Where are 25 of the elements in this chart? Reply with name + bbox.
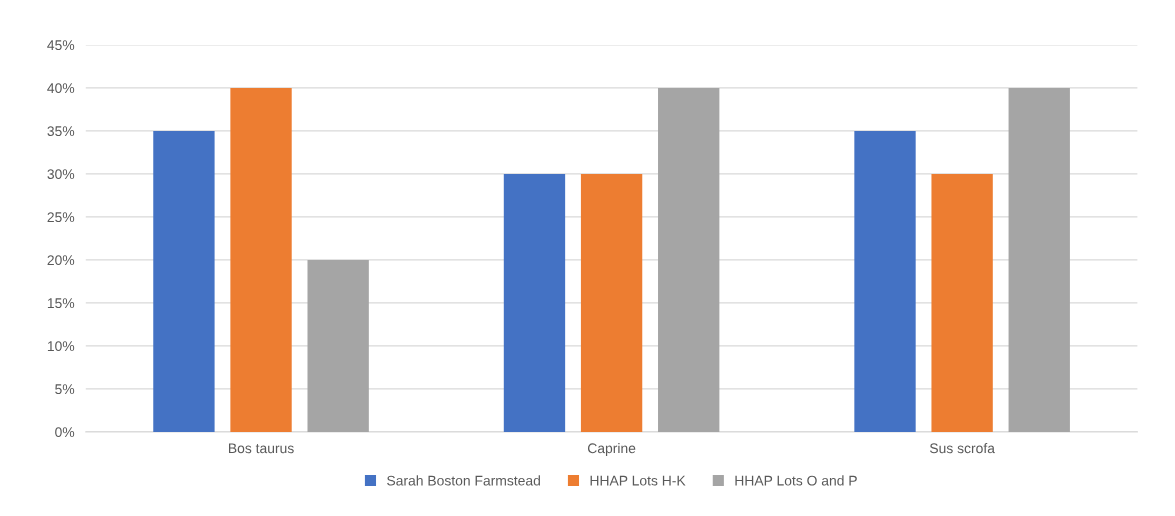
legend-label: HHAP Lots O and P xyxy=(735,475,857,486)
bar xyxy=(1008,87,1070,432)
bar xyxy=(307,259,369,432)
legend-label: Sarah Boston Farmstead xyxy=(387,475,540,486)
y-tick-label: 20% xyxy=(47,255,75,266)
y-tick-label: 30% xyxy=(47,169,75,180)
x-tick-label: Bos taurus xyxy=(228,443,294,454)
x-tick-label: Sus scrofa xyxy=(929,443,995,454)
y-tick-label: 25% xyxy=(47,212,75,223)
bar xyxy=(230,87,292,432)
bar xyxy=(153,130,215,432)
y-tick-label: 10% xyxy=(47,341,75,352)
y-tick-label: 45% xyxy=(47,40,75,51)
bar xyxy=(503,173,566,432)
y-tick-label: 35% xyxy=(47,126,75,137)
x-tick-label: Caprine xyxy=(587,443,636,456)
y-tick-label: 15% xyxy=(47,298,75,309)
y-tick-label: 5% xyxy=(55,384,75,395)
bar xyxy=(658,87,720,432)
bar xyxy=(854,130,916,432)
legend-label: HHAP Lots H-K xyxy=(590,475,686,486)
y-tick-label: 0% xyxy=(55,427,75,438)
y-tick-label: 40% xyxy=(47,83,75,94)
bar xyxy=(580,173,643,432)
bar xyxy=(931,173,993,432)
